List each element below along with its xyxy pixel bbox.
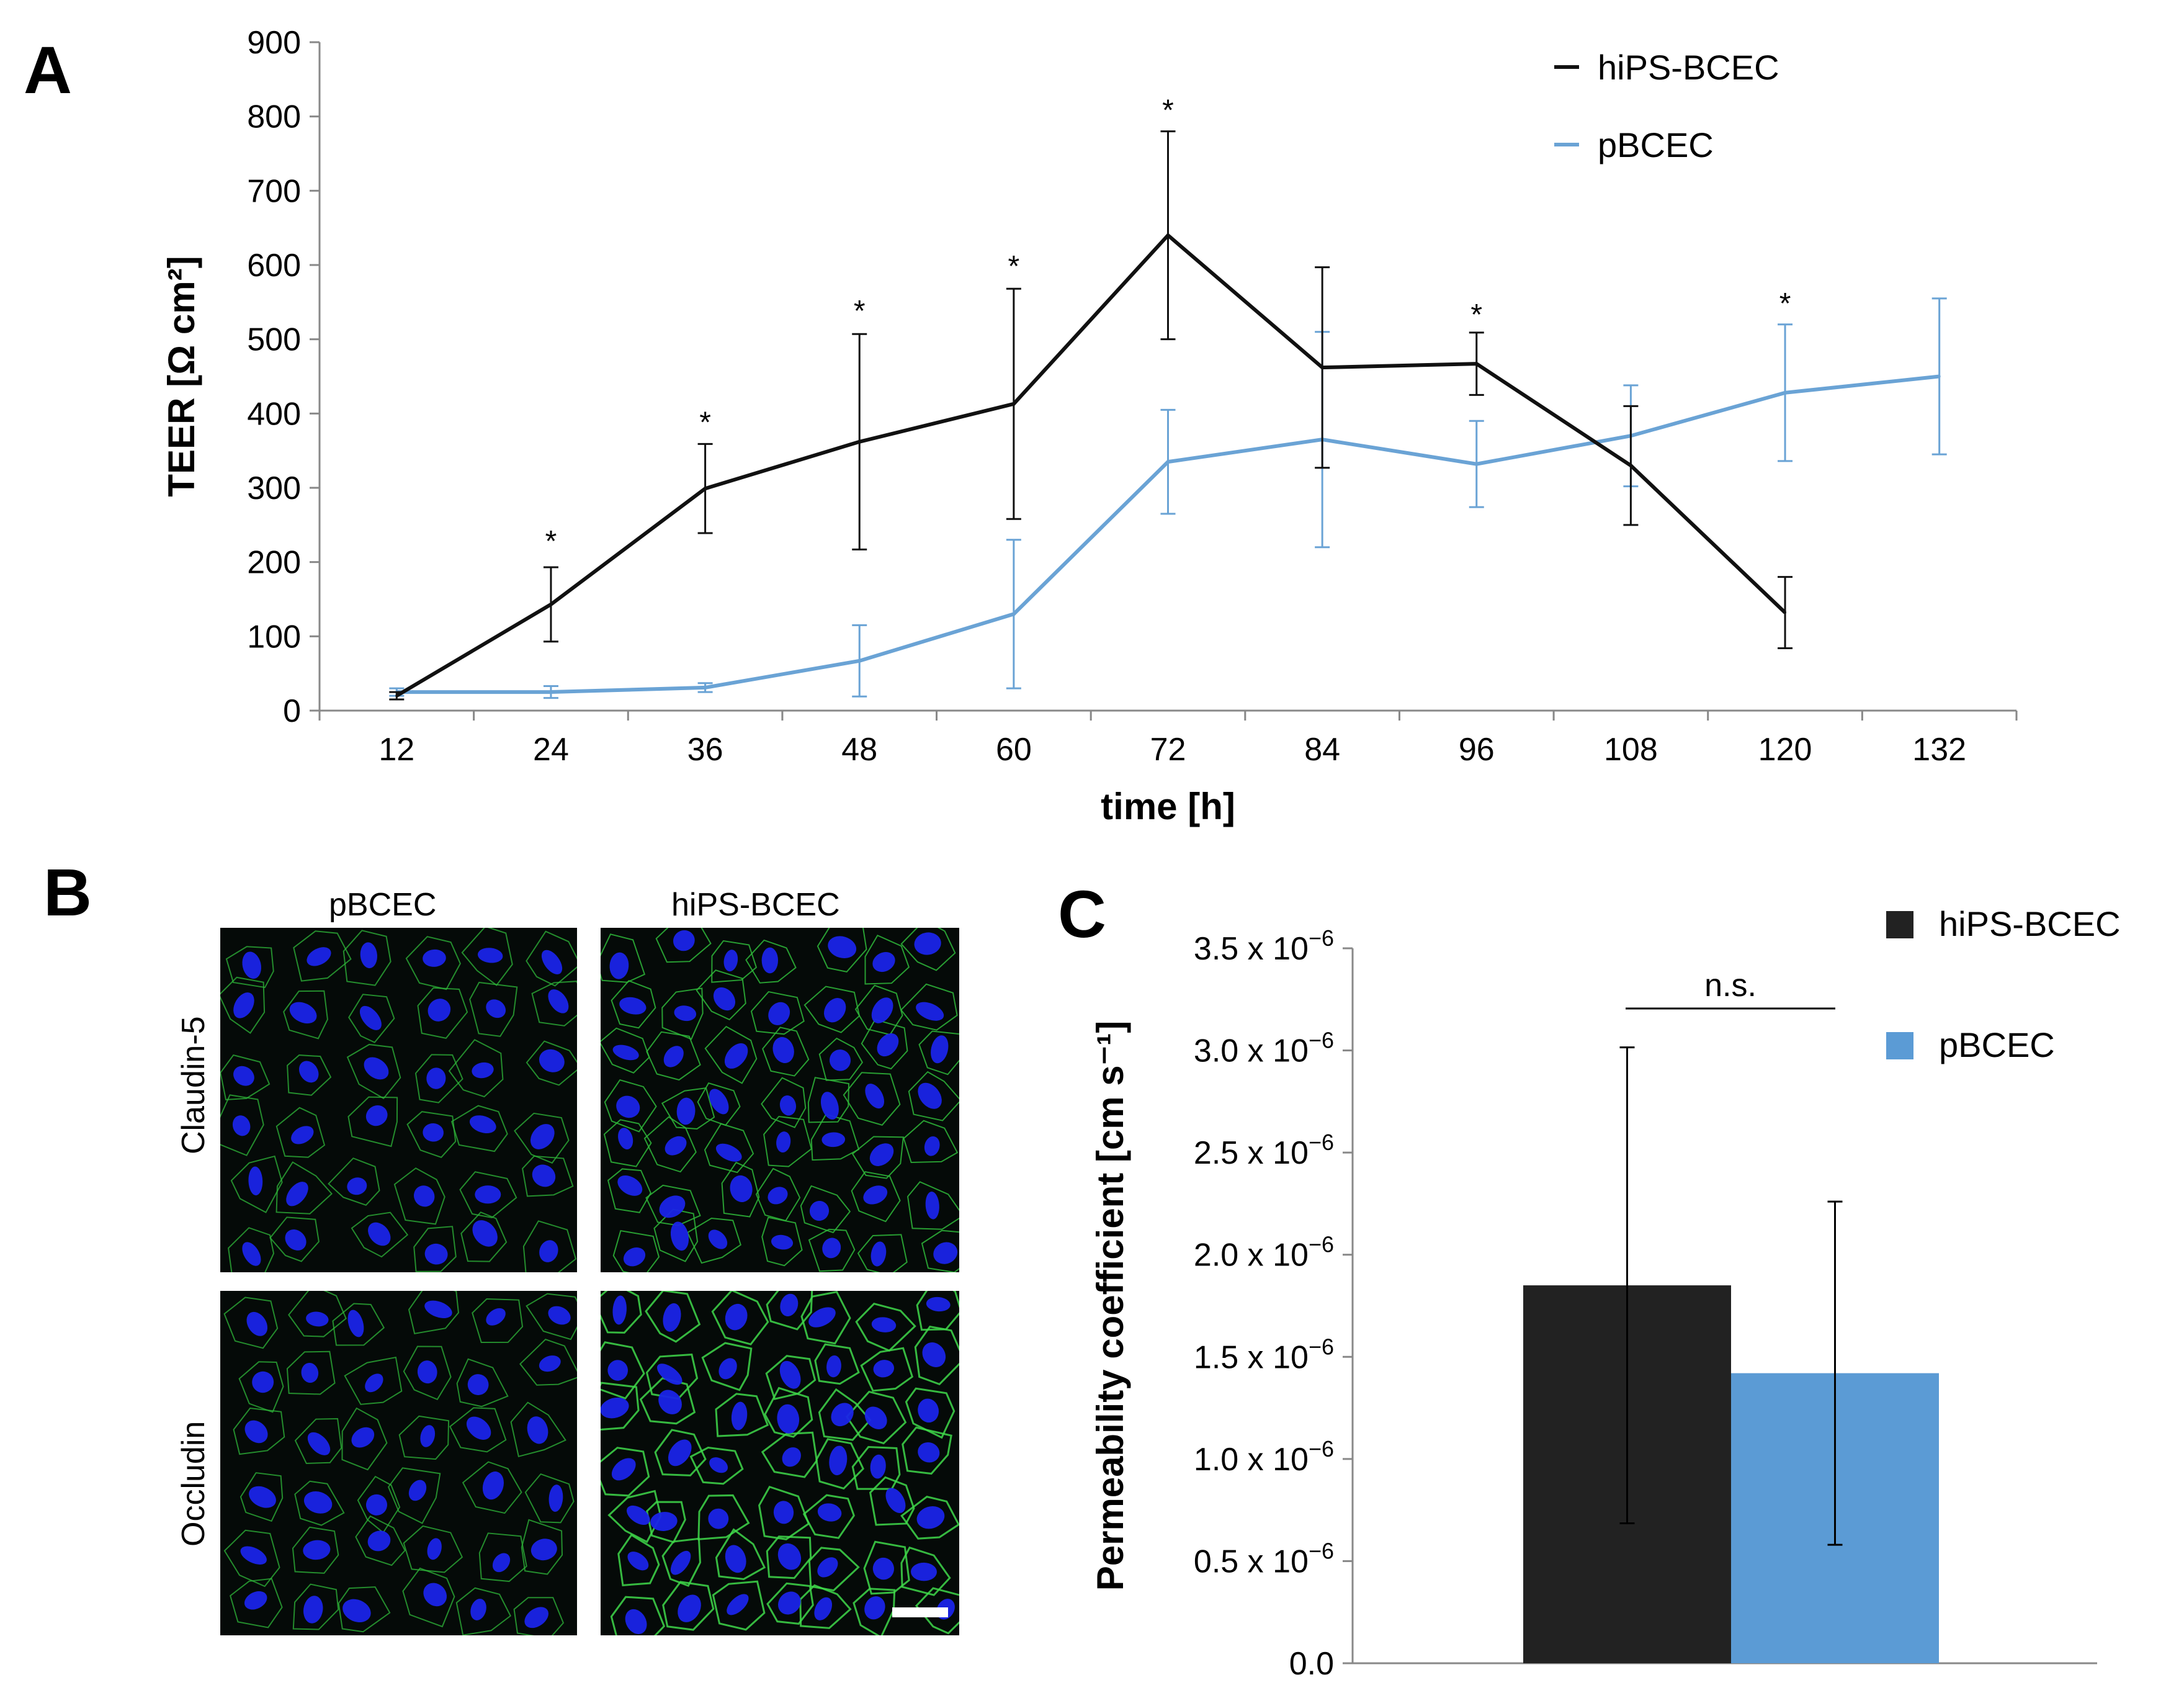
data-point <box>549 603 552 606</box>
data-point <box>1012 402 1015 405</box>
data-point <box>1784 611 1787 614</box>
legend-swatch-pBCEC <box>1886 1032 1913 1059</box>
significance-star: * <box>1008 250 1020 283</box>
x-tick-label: 132 <box>1912 732 1966 768</box>
y-tick-label: 600 <box>247 248 301 284</box>
y-tick-label: 1.5 x 10−6 <box>1194 1334 1334 1375</box>
micrograph-hips-claudin5 <box>601 928 959 1272</box>
error-bar <box>1827 1200 1843 1546</box>
panel-label-c: C <box>1058 876 1106 951</box>
micro-col-label-hips: hiPS-BCEC <box>671 887 840 923</box>
data-point <box>549 691 552 694</box>
data-point <box>1012 613 1015 616</box>
legend-label-pBCEC: pBCEC <box>1939 1025 2055 1064</box>
data-point <box>1321 366 1324 369</box>
significance-star: * <box>854 295 866 328</box>
scale-bar <box>892 1607 948 1617</box>
panel-label-b: B <box>43 855 92 930</box>
x-tick-label: 60 <box>996 732 1032 768</box>
panel-label-a: A <box>24 32 72 107</box>
micrograph-hips-occludin <box>601 1291 959 1635</box>
data-point <box>395 694 398 698</box>
permeability-bar-chart: 0.0 0.5 x 10−6 1.0 x 10−6 1.5 x 10−6 2.0 x 1… <box>1090 904 2121 1682</box>
data-point <box>858 440 861 443</box>
y-tick-label: 700 <box>247 173 301 209</box>
y-axis-title: Permeability coefficient [cm s⁻¹] <box>1090 1021 1131 1591</box>
y-tick-label: 0.0 <box>1289 1646 1334 1682</box>
error-bar <box>1619 1046 1635 1525</box>
micrograph-pbcec-occludin <box>220 1291 577 1635</box>
y-tick-label: 900 <box>247 25 301 61</box>
micro-row-label-occludin: Occludin <box>176 1421 212 1547</box>
y-tick-label: 800 <box>247 99 301 135</box>
significance-star: * <box>1162 94 1174 127</box>
micrograph-pbcec-claudin5 <box>220 928 577 1272</box>
legend-label-pBCEC: pBCEC <box>1598 125 1714 164</box>
data-point <box>1166 234 1170 237</box>
y-tick-label: 400 <box>247 396 301 432</box>
legend-swatch-hiPS-BCEC <box>1886 911 1913 938</box>
y-tick-label: 3.0 x 10−6 <box>1194 1028 1334 1069</box>
x-tick-label: 120 <box>1758 732 1812 768</box>
y-tick-label: 0.5 x 10−6 <box>1194 1538 1334 1579</box>
data-point <box>1784 391 1787 394</box>
significance-star: * <box>699 406 711 439</box>
x-tick-label: 24 <box>533 732 569 768</box>
x-tick-label: 36 <box>687 732 723 768</box>
significance-star: * <box>1779 287 1791 320</box>
y-axis-title: TEER [Ω cm²] <box>161 256 202 496</box>
data-point <box>1475 462 1478 465</box>
x-tick-label: 96 <box>1459 732 1495 768</box>
x-tick-label: 12 <box>378 732 414 768</box>
y-tick-label: 100 <box>247 619 301 655</box>
data-point <box>1475 362 1478 366</box>
y-tick-label: 2.0 x 10−6 <box>1194 1232 1334 1274</box>
ns-annotation: n.s. <box>1704 968 1757 1004</box>
teer-line-chart: 0 100 200 300 400 500 600 700 800 900 12 24 36 48 60 72… <box>161 25 2018 827</box>
data-point <box>1938 375 1941 378</box>
x-tick-label: 72 <box>1150 732 1186 768</box>
data-point <box>1629 464 1632 467</box>
x-axis-title: time [h] <box>1101 786 1235 827</box>
x-tick-label: 108 <box>1604 732 1658 768</box>
x-tick-label: 48 <box>841 732 877 768</box>
legend-label-hiPS-BCEC: hiPS-BCEC <box>1598 48 1779 87</box>
y-tick-label: 500 <box>247 322 301 358</box>
y-tick-label: 1.0 x 10−6 <box>1194 1436 1334 1478</box>
data-point <box>704 487 707 490</box>
y-tick-label: 300 <box>247 470 301 506</box>
y-tick-label: 200 <box>247 545 301 581</box>
micro-col-label-pbcec: pBCEC <box>329 887 437 923</box>
legend-label-hiPS-BCEC: hiPS-BCEC <box>1939 904 2121 943</box>
y-tick-label: 2.5 x 10−6 <box>1194 1130 1334 1171</box>
significance-star: * <box>1470 299 1482 331</box>
significance-star: * <box>545 525 557 558</box>
x-tick-label: 84 <box>1304 732 1340 768</box>
data-point <box>858 659 861 662</box>
y-tick-label: 0 <box>283 693 301 729</box>
y-tick-label: 3.5 x 10−6 <box>1194 925 1334 967</box>
data-point <box>704 686 707 689</box>
micro-row-label-claudin5: Claudin-5 <box>176 1016 212 1154</box>
data-point <box>1166 460 1170 464</box>
series-line-hiPS-BCEC <box>395 232 1787 698</box>
